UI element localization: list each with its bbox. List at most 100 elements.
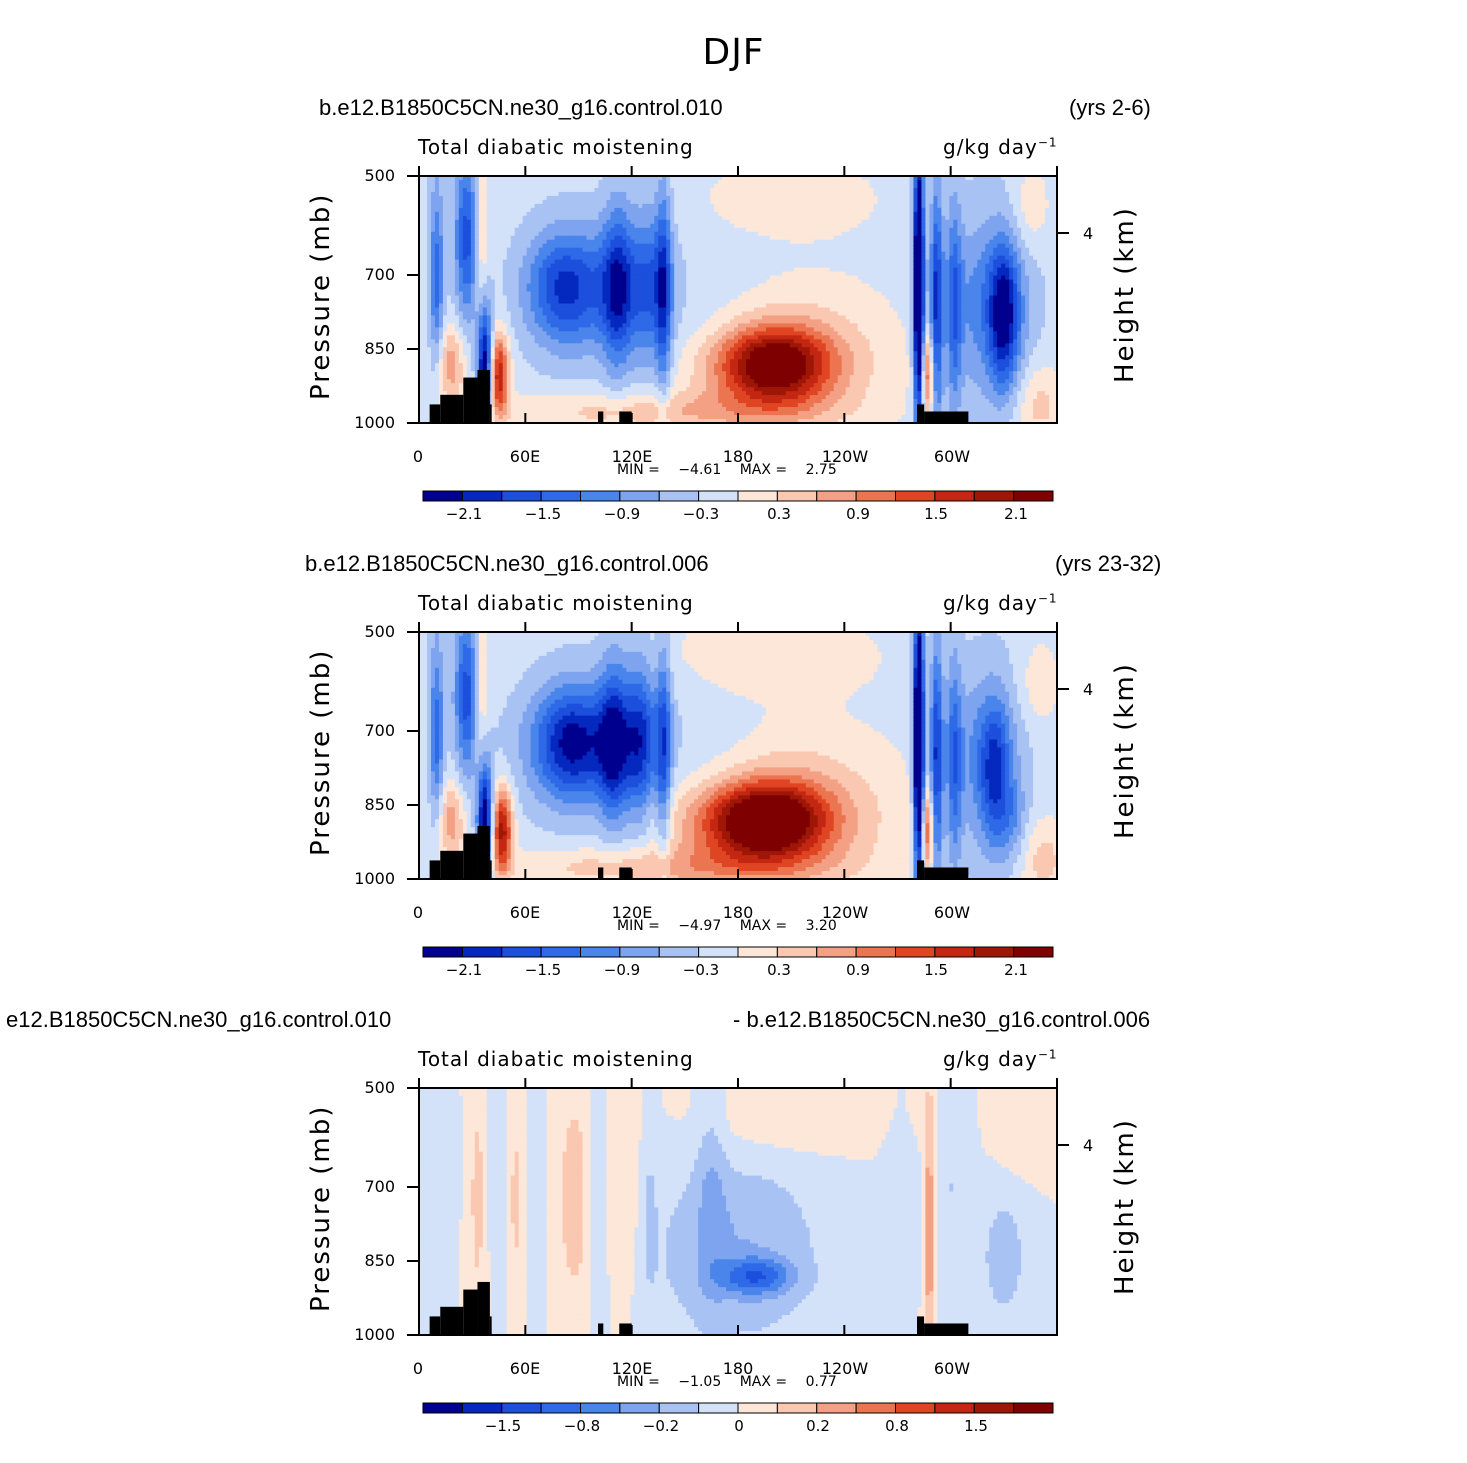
contour-cell — [1029, 199, 1034, 205]
contour-cell — [889, 279, 895, 285]
contour-cell — [419, 255, 424, 261]
contour-cell — [953, 267, 958, 273]
contour-cell — [981, 243, 986, 249]
contour-cell — [630, 183, 635, 189]
contour-cell — [706, 239, 711, 245]
contour-cell — [865, 251, 871, 257]
contour-cell — [710, 267, 715, 273]
contour-cell — [606, 215, 611, 221]
contour-cell — [610, 227, 615, 233]
contour-cell — [602, 203, 608, 209]
contour-cell — [841, 199, 847, 205]
contour-cell — [897, 239, 903, 245]
contour-cell — [698, 267, 703, 273]
contour-cell — [438, 263, 444, 269]
contour-cell — [682, 223, 687, 229]
contour-cell — [785, 227, 791, 233]
contour-cell — [430, 195, 436, 201]
contour-cell — [462, 195, 468, 201]
contour-cell — [773, 243, 779, 249]
contour-cell — [550, 271, 556, 277]
contour-cell — [805, 251, 811, 257]
contour-cell — [861, 223, 867, 229]
contour-cell — [857, 207, 863, 213]
contour-cell — [602, 279, 608, 285]
contour-cell — [718, 283, 723, 289]
contour-cell — [426, 179, 432, 185]
contour-cell — [1041, 263, 1046, 269]
contour-cell — [761, 251, 767, 257]
contour-cell — [474, 299, 480, 305]
contour-cell — [861, 195, 867, 201]
contour-cell — [817, 251, 823, 257]
contour-cell — [734, 207, 739, 213]
contour-cell — [925, 251, 930, 257]
contour-cell — [873, 195, 879, 201]
contour-cell — [945, 267, 950, 273]
contour-cell — [973, 183, 978, 189]
contour-cell — [670, 176, 675, 181]
contour-cell — [670, 219, 675, 225]
contour-cell — [622, 235, 627, 241]
contour-cell — [905, 211, 911, 217]
contour-cell — [945, 179, 950, 185]
contour-cell — [1041, 223, 1046, 229]
contour-cell — [881, 179, 887, 185]
contour-cell — [554, 267, 560, 273]
contour-cell — [757, 176, 763, 181]
contour-cell — [965, 215, 970, 221]
contour-cell — [458, 259, 464, 265]
contour-cell — [1001, 223, 1006, 229]
contour-cell — [670, 215, 675, 221]
contour-cell — [674, 275, 679, 281]
contour-cell — [474, 247, 480, 253]
contour-cell — [805, 195, 811, 201]
contour-cell — [626, 263, 631, 269]
contour-cell — [877, 203, 883, 209]
contour-cell — [785, 219, 791, 225]
contour-cell — [953, 231, 958, 237]
contour-cell — [678, 263, 683, 269]
contour-cell — [1005, 259, 1010, 265]
contour-cell — [578, 275, 584, 281]
contour-cell — [558, 239, 564, 245]
contour-cell — [865, 191, 871, 197]
contour-cell — [606, 283, 611, 289]
contour-cell — [893, 223, 899, 229]
contour-cell — [550, 179, 556, 185]
contour-cell — [769, 231, 775, 237]
contour-cell — [594, 247, 600, 253]
contour-cell — [650, 223, 655, 229]
contour-cell — [793, 211, 799, 217]
contour-cell — [829, 211, 835, 217]
contour-cell — [745, 207, 751, 213]
contour-cell — [434, 239, 440, 245]
contour-cell — [478, 223, 484, 229]
contour-cell — [718, 259, 723, 265]
contour-cell — [841, 191, 847, 197]
contour-cell — [925, 287, 930, 293]
contour-cell — [594, 275, 600, 281]
contour-cell — [430, 235, 436, 241]
contour-cell — [829, 251, 835, 257]
contour-cell — [929, 291, 934, 297]
contour-cell — [426, 235, 432, 241]
contour-cell — [901, 255, 907, 261]
contour-cell — [638, 283, 643, 289]
contour-cell — [1025, 203, 1030, 209]
contour-cell — [929, 215, 934, 221]
contour-cell — [961, 259, 966, 265]
contour-cell — [977, 176, 982, 181]
contour-cell — [430, 259, 436, 265]
contour-cell — [466, 263, 472, 269]
contour-cell — [530, 183, 536, 189]
contour-cell — [530, 287, 536, 293]
contour-cell — [522, 199, 528, 205]
units-exponent: −1 — [1038, 135, 1058, 149]
contour-cell — [430, 239, 436, 245]
contour-cell — [522, 251, 528, 257]
contour-cell — [817, 247, 823, 253]
contour-cell — [522, 291, 528, 297]
contour-cell — [602, 247, 608, 253]
contour-cell — [550, 255, 556, 261]
